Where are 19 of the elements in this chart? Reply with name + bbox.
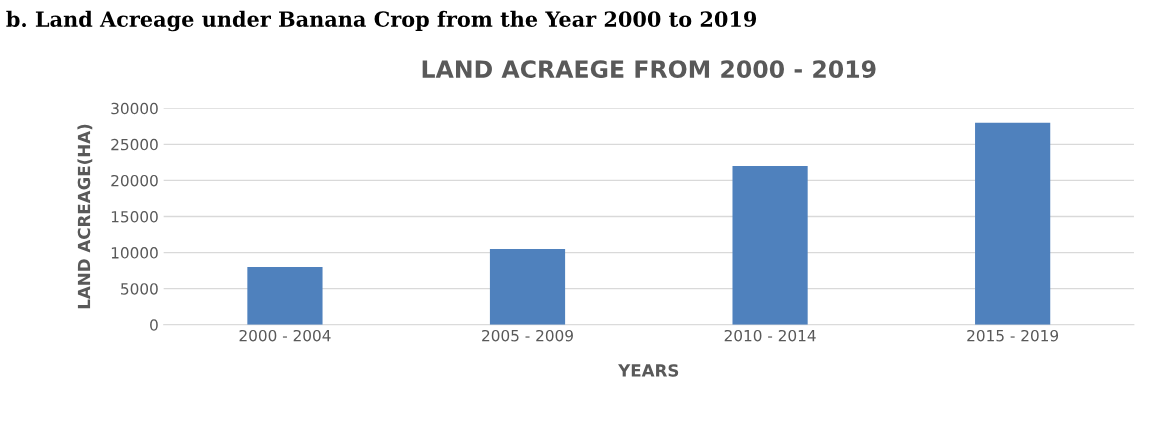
bar: [489, 248, 566, 325]
x-tick-label: 2000 - 2004: [239, 329, 331, 342]
y-tick-label: 20000: [111, 174, 158, 187]
x-tick-label: 2015 - 2019: [967, 329, 1059, 342]
x-tick-label: 2010 - 2014: [724, 329, 816, 342]
bar: [975, 122, 1051, 325]
x-axis-title: YEARS: [618, 364, 679, 377]
y-tick-label: 0: [150, 319, 158, 331]
y-tick-label: 25000: [111, 138, 158, 151]
y-tick-label: 5000: [121, 283, 158, 295]
bar: [732, 165, 808, 325]
x-tick-label: 2005 - 2009: [482, 329, 573, 342]
text: b. Land Acreage under Banana Crop from the Year 2000 to 2019: [6, 10, 757, 32]
y-tick-label: 30000: [111, 102, 158, 115]
y-axis-title: LAND ACREAGE(HA): [77, 124, 93, 309]
bar: [247, 267, 323, 325]
y-tick-label: 15000: [111, 210, 158, 223]
y-tick-label: 10000: [111, 247, 158, 259]
chart-title: LAND ACRAEGE FROM 2000 - 2019: [422, 60, 876, 79]
